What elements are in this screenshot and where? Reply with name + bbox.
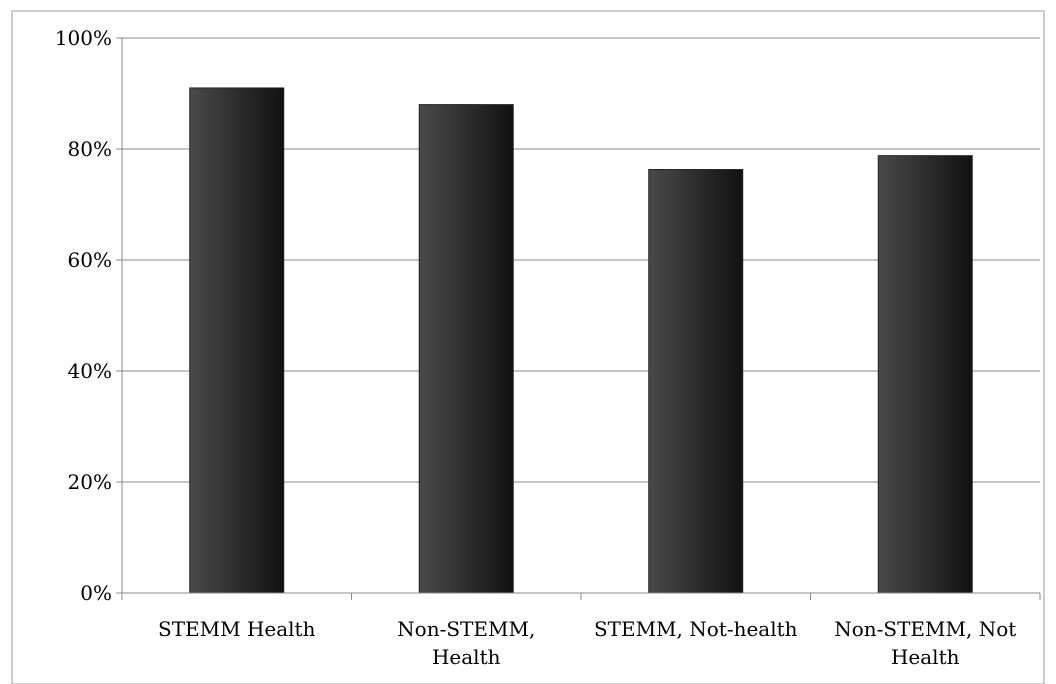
y-tick-label: 100% bbox=[55, 26, 112, 50]
y-tick-label: 60% bbox=[68, 248, 112, 272]
y-tick-label: 20% bbox=[68, 470, 112, 494]
bar bbox=[648, 169, 744, 594]
x-category-label: STEMM Health bbox=[158, 617, 316, 641]
x-category-label: STEMM, Not-health bbox=[594, 617, 798, 641]
y-tick-label: 0% bbox=[80, 581, 112, 605]
y-tick-label: 40% bbox=[68, 359, 112, 383]
x-category-label-line: Health bbox=[432, 645, 501, 669]
chart-border bbox=[11, 10, 1045, 684]
y-axis-tick-labels: 0% 20% 40% 60% 80% 100% bbox=[55, 26, 112, 605]
x-category-label-line: STEMM Health bbox=[158, 617, 316, 641]
x-category-label-line: Health bbox=[891, 645, 960, 669]
x-category-label: Non-STEMM, Not Health bbox=[834, 617, 1016, 669]
y-tick-label: 80% bbox=[68, 137, 112, 161]
bar bbox=[877, 155, 973, 594]
x-category-label: Non-STEMM, Health bbox=[397, 617, 535, 669]
bar bbox=[189, 87, 285, 594]
x-category-label-line: Non-STEMM, bbox=[397, 617, 535, 641]
x-axis-category-labels: STEMM Health Non-STEMM, Health STEMM, Not-h… bbox=[158, 617, 1016, 669]
axes bbox=[116, 37, 1041, 600]
x-category-label-line: STEMM, Not-health bbox=[594, 617, 798, 641]
x-category-label-line: Non-STEMM, Not bbox=[834, 617, 1016, 641]
bar bbox=[418, 104, 514, 594]
bars bbox=[189, 87, 973, 594]
